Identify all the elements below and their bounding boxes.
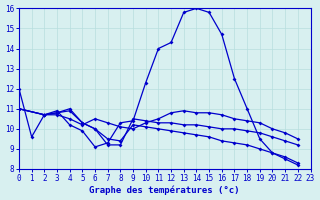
X-axis label: Graphe des températures (°c): Graphe des températures (°c) (90, 186, 240, 195)
